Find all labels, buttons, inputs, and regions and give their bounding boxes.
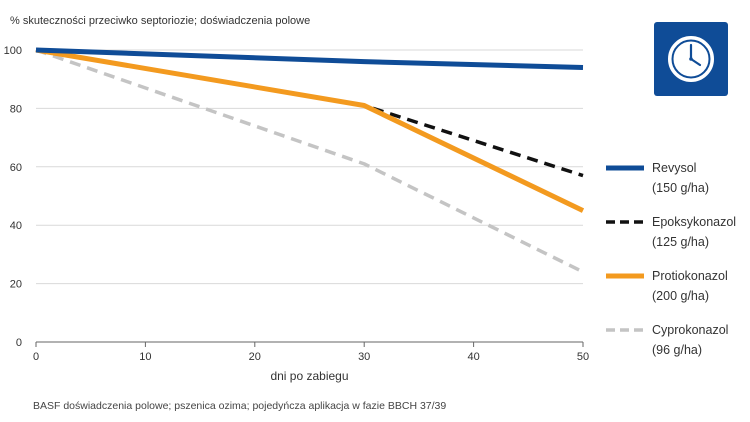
clock-icon: [654, 22, 728, 96]
legend-dose-epoksykonazol: (125 g/ha): [652, 235, 709, 249]
y-tick-label-40: 40: [10, 220, 22, 232]
legend-label-revysol: Revysol: [652, 161, 696, 175]
y-tick-label-60: 60: [10, 162, 22, 174]
series-line-revysol: [35, 47, 584, 71]
x-tick-label-50: 50: [577, 351, 589, 363]
x-tick-label-30: 30: [358, 351, 370, 363]
legend-label-protiokonazol: Protiokonazol: [652, 269, 728, 283]
footnote: BASF doświadczenia polowe; pszenica ozim…: [33, 400, 447, 412]
y-axis-label: % skuteczności przeciwko septoriozie; do…: [10, 15, 311, 27]
legend-label-epoksykonazol: Epoksykonazol: [652, 215, 736, 229]
x-tick-label-40: 40: [467, 351, 479, 363]
y-tick-label-20: 20: [10, 279, 22, 291]
x-tick-label-0: 0: [33, 351, 39, 363]
y-tick-label-0: 0: [16, 337, 22, 349]
legend-dose-cyprokonazol: (96 g/ha): [652, 343, 702, 357]
x-tick-label-20: 20: [249, 351, 261, 363]
y-tick-label-80: 80: [10, 103, 22, 115]
y-tick-label-100: 100: [4, 45, 22, 57]
legend-label-cyprokonazol: Cyprokonazol: [652, 323, 728, 337]
legend-dose-protiokonazol: (200 g/ha): [652, 289, 709, 303]
legend-dose-revysol: (150 g/ha): [652, 181, 709, 195]
x-tick-label-10: 10: [139, 351, 151, 363]
series-line-protiokonazol: [35, 47, 585, 213]
x-axis-title: dni po zabiegu: [270, 369, 348, 383]
series-line-cyprokonazol: [35, 48, 584, 274]
series-line-epoksykonazol: [35, 48, 584, 178]
